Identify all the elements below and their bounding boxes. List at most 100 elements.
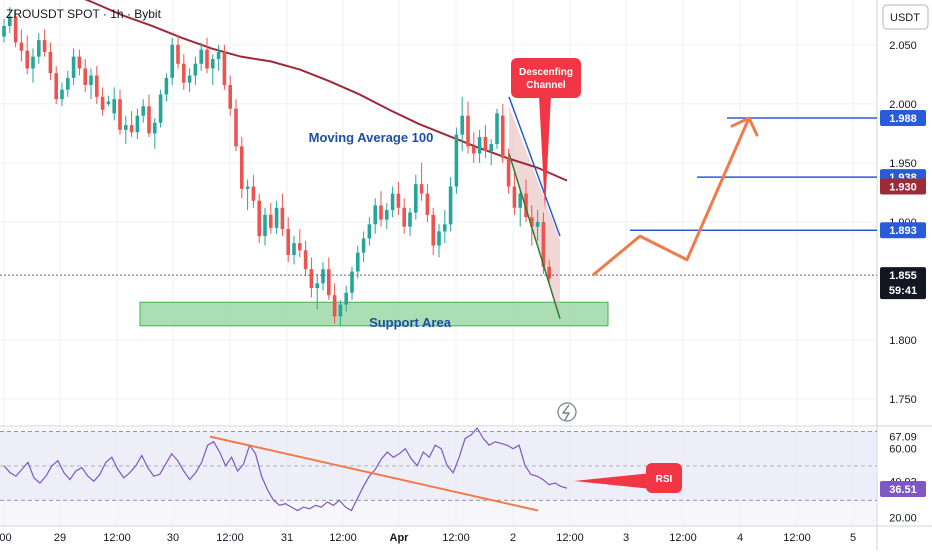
ma100-line: [84, 0, 568, 182]
candle-body: [164, 77, 169, 95]
price-tag-label: 1.930: [889, 182, 917, 194]
candle-body: [182, 63, 186, 83]
candle-body: [31, 56, 35, 69]
time-tick-label: :00: [0, 532, 12, 544]
lightning-bolt-icon: [562, 404, 570, 421]
candle-body: [193, 63, 198, 76]
price-tag: [880, 110, 926, 127]
time-tick-label: 12:00: [783, 532, 811, 544]
channel-callout-box: [511, 58, 581, 98]
candle-body: [379, 205, 383, 220]
candle-body: [170, 44, 174, 78]
candle-body: [344, 292, 348, 305]
channel-lower-line: [508, 153, 561, 319]
candle-body: [60, 89, 64, 100]
last-price-tag: [880, 267, 926, 300]
candle-body: [396, 193, 401, 208]
candle-body: [506, 158, 511, 187]
candle-body: [211, 59, 215, 69]
time-tick-label: 5: [850, 532, 856, 544]
candle-body: [321, 269, 325, 284]
candle-body: [37, 40, 41, 57]
currency-box[interactable]: [882, 4, 929, 30]
candle-body: [2, 25, 6, 37]
candle-body: [361, 238, 366, 253]
candle-body: [106, 101, 111, 104]
candle-body: [147, 106, 151, 134]
lightning-icon[interactable]: [557, 402, 577, 422]
time-tick-label: 12:00: [669, 532, 697, 544]
candle-body: [263, 214, 267, 237]
candle-body: [431, 214, 435, 246]
time-tick-label: 31: [281, 532, 293, 544]
price-tick-label: 2.000: [889, 99, 917, 111]
bar-countdown-label: 59:41: [889, 285, 917, 297]
candle-body: [187, 75, 192, 83]
candle-body: [42, 40, 47, 52]
time-tick-label: 12:00: [216, 532, 244, 544]
price-tag: [880, 178, 926, 195]
candle-body: [437, 231, 441, 246]
candle-body: [245, 186, 250, 189]
candle-body: [460, 115, 464, 135]
candle-body: [66, 77, 70, 90]
candle-body: [129, 125, 134, 133]
rsi-callout-box: [646, 463, 682, 493]
time-tick-label: 12:00: [442, 532, 470, 544]
rsi-band: [0, 431, 877, 501]
candle-body: [547, 266, 551, 279]
time-tick-label: 29: [54, 532, 66, 544]
candle-body: [332, 295, 337, 317]
rsi-callout-label: RSI: [656, 474, 673, 485]
candle-body: [118, 99, 122, 130]
candle-body: [240, 146, 244, 189]
channel-callout-line1: Descenfing: [519, 67, 573, 78]
candle-body: [292, 243, 296, 255]
candle-body: [158, 94, 163, 123]
rsi-tick-label: 20.00: [889, 512, 917, 524]
candle-body: [489, 144, 493, 152]
candle-body: [356, 252, 360, 272]
candle-body: [216, 51, 221, 60]
candle-body: [205, 49, 209, 69]
time-tick-label: Apr: [390, 532, 410, 544]
candle-body: [89, 75, 93, 85]
candle-body: [350, 271, 354, 293]
candle-body: [425, 193, 430, 215]
candle-body: [222, 51, 227, 85]
candle-body: [530, 217, 534, 227]
time-tick-label: 2: [510, 532, 516, 544]
rsi-tick-label: 67.09: [889, 431, 917, 443]
candle-body: [95, 75, 99, 97]
time-tick-label: 4: [737, 532, 743, 544]
candle-body: [100, 96, 105, 110]
channel-callout-pointer: [539, 96, 551, 210]
candle-body: [135, 115, 140, 133]
candle-body: [448, 186, 453, 225]
candle-body: [495, 113, 499, 145]
candle-body: [176, 44, 180, 64]
channel-shade: [509, 106, 560, 319]
last-price-label: 1.855: [889, 270, 917, 282]
candle-body: [501, 115, 505, 159]
candle-body: [524, 193, 528, 218]
candle-body: [298, 243, 302, 251]
candle-body: [25, 50, 29, 69]
candle-body: [19, 42, 24, 51]
price-tick-label: 1.800: [889, 335, 917, 347]
candle-body: [48, 51, 53, 74]
rsi-line: [3, 426, 568, 512]
time-tick-label: 12:00: [556, 532, 584, 544]
candle-body: [124, 125, 128, 130]
currency-label: USDT: [890, 12, 920, 24]
time-tick-label: 12:00: [329, 532, 357, 544]
channel-upper-line: [508, 96, 561, 237]
candle-body: [315, 283, 319, 289]
ma-label: Moving Average 100: [309, 130, 434, 145]
time-tick-label: 12:00: [103, 532, 131, 544]
projection-path: [592, 117, 751, 277]
support-label: Support Area: [369, 315, 452, 330]
price-tag-label: 1.893: [889, 225, 917, 237]
